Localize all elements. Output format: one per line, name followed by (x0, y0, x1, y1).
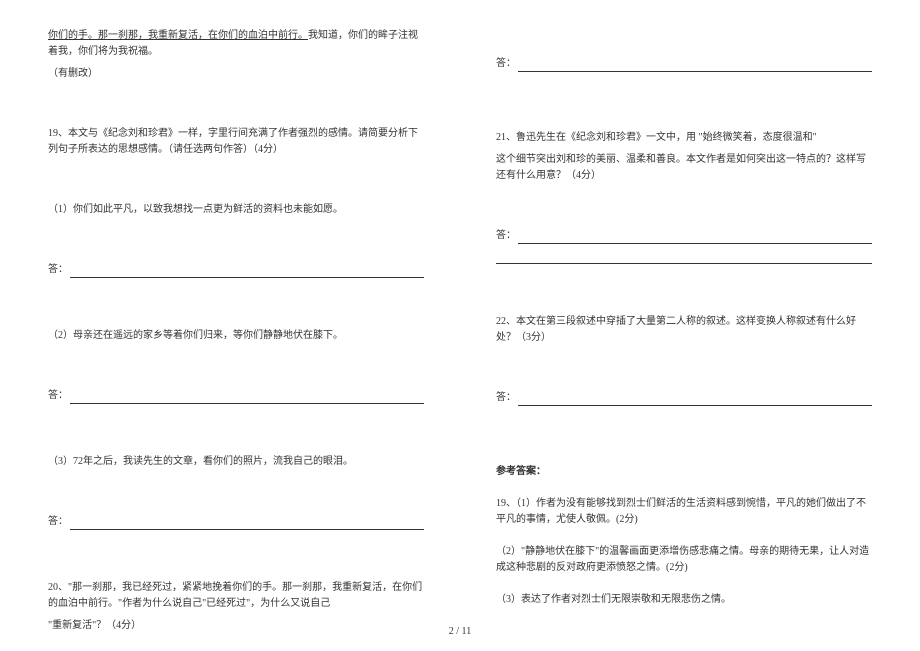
q21-line-b: 这个细节突出刘和珍的美丽、温柔和善良。本文作者是如何突出这一特点的？这样写还有什… (496, 152, 872, 184)
answer-blank[interactable] (70, 392, 424, 404)
ans19-c: （3）表达了作者对烈士们无限崇敬和无限悲伤之情。 (496, 592, 872, 608)
answer-blank[interactable] (518, 60, 872, 72)
q19-2-answer: 答： (48, 388, 424, 404)
intro-line: 你们的手。那一刹那，我重新复活，在你们的血泊中前行。我知道，你们的眸子注视着我，… (48, 28, 424, 60)
q19-sub1: （1）你们如此平凡，以致我想找一点更为鲜活的资料也未能如愿。 (48, 202, 424, 218)
q19-sub2: （2）母亲还在遥远的家乡等着你们归来，等你们静静地伏在膝下。 (48, 328, 424, 344)
q19-3-answer: 答： (48, 514, 424, 530)
ans19-b: （2）"静静地伏在膝下"的温馨画面更添增伤感悲痛之情。母亲的期待无果，让人对造成… (496, 544, 872, 576)
answer-label: 答： (48, 514, 68, 530)
answer-label: 答： (48, 262, 68, 278)
answer-label: 答： (496, 228, 516, 244)
left-column: 你们的手。那一刹那，我重新复活，在你们的血泊中前行。我知道，你们的眸子注视着我，… (48, 28, 424, 650)
answer-blank[interactable] (518, 232, 872, 244)
q19-text: 19、本文与《纪念刘和珍君》一样，字里行间充满了作者强烈的感情。请简要分析下列句… (48, 126, 424, 158)
answer-label: 答： (48, 388, 68, 404)
q20-line-a: 20、"那一刹那，我已经死过，紧紧地挽着你们的手。那一刹那，我重新复活，在你们的… (48, 580, 424, 612)
q19-1-answer: 答： (48, 262, 424, 278)
q21-answer-line1: 答： (496, 228, 872, 244)
q22-answer: 答： (496, 390, 872, 406)
ans19-a: 19、（1）作者为没有能够找到烈士们鲜活的生活资料感到惋惜，平凡的她们做出了不平… (496, 496, 872, 528)
intro-underline: 你们的手。那一刹那，我重新复活，在你们的血泊中前行。 (48, 30, 308, 41)
reference-answer-title: 参考答案： (496, 464, 872, 480)
q22-text: 22、本文在第三段叙述中穿插了大量第二人称的叙述。这样变换人称叙述有什么好处？（… (496, 314, 872, 346)
q19-sub3: （3）72年之后，我读先生的文章，看你们的照片，流我自己的眼泪。 (48, 454, 424, 470)
q21-line-a: 21、鲁迅先生在《纪念刘和珍君》一文中，用 "始终微笑着，态度很温和" (496, 130, 872, 146)
answer-blank[interactable] (70, 518, 424, 530)
intro-note: （有删改） (48, 66, 424, 82)
right-column: 答： 21、鲁迅先生在《纪念刘和珍君》一文中，用 "始终微笑着，态度很温和" 这… (496, 28, 872, 650)
answer-blank[interactable] (518, 394, 872, 406)
page-number: 2 / 11 (0, 626, 920, 637)
answer-blank[interactable] (70, 266, 424, 278)
answer-label: 答： (496, 56, 516, 72)
q21-answer-line2[interactable] (496, 252, 872, 264)
top-answer: 答： (496, 56, 872, 72)
answer-label: 答： (496, 390, 516, 406)
